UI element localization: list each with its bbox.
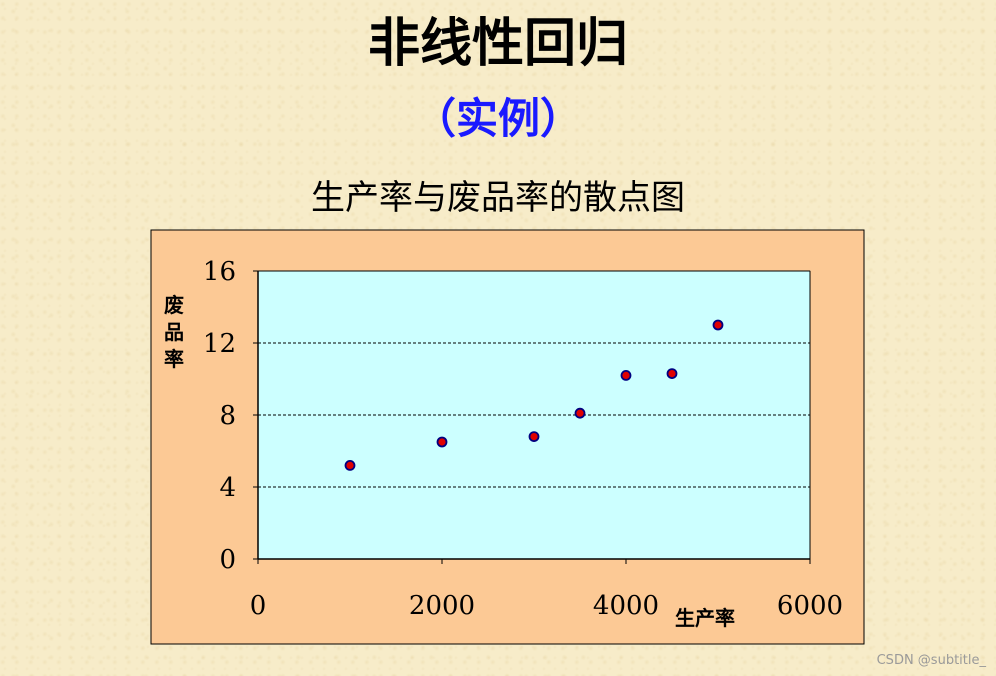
data-point	[666, 368, 678, 380]
y-tick-label: 12	[203, 329, 236, 359]
chart-caption: 生产率与废品率的散点图	[311, 178, 685, 218]
page-title: 非线性回归	[367, 14, 628, 74]
x-tick-label: 2000	[409, 591, 475, 621]
y-tick-label: 4	[219, 473, 236, 503]
y-axis-label: 废品率	[164, 293, 184, 371]
data-point	[574, 407, 586, 419]
data-point	[528, 431, 540, 443]
y-tick-label: 0	[219, 545, 236, 575]
y-tick-labels: 0 4 8 12 16	[203, 257, 236, 575]
data-point	[712, 319, 724, 331]
x-axis-label: 生产率	[675, 606, 735, 630]
page-subtitle: （实例）	[413, 94, 582, 143]
data-points	[344, 319, 724, 471]
x-tick-label: 4000	[593, 591, 659, 621]
data-point	[436, 436, 448, 448]
y-tick-label: 8	[219, 401, 236, 431]
data-point	[344, 459, 356, 471]
x-tick-label: 0	[250, 591, 267, 621]
x-tick-label: 6000	[777, 591, 843, 621]
gridlines	[258, 342, 810, 488]
watermark: CSDN @subtitle_	[876, 653, 986, 668]
y-tick-label: 16	[203, 257, 236, 287]
x-tick-labels: 0 2000 4000 6000	[250, 591, 843, 621]
axes	[253, 270, 811, 564]
data-point	[620, 369, 632, 381]
